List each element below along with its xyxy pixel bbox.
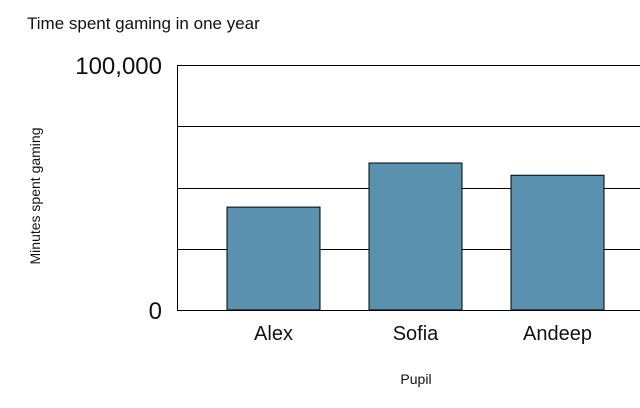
bars bbox=[226, 162, 605, 311]
axes bbox=[177, 65, 640, 311]
y-tick-label-0: 0 bbox=[149, 298, 162, 325]
x-axis-label: Pupil bbox=[400, 371, 432, 387]
x-tick-label-andeep: Andeep bbox=[523, 323, 592, 345]
bar-sofia bbox=[368, 162, 463, 311]
chart-title: Time spent gaming in one year bbox=[27, 14, 260, 33]
tick-labels: Alex Sofia Andeep 0 100,000 bbox=[75, 53, 592, 345]
y-tick-label-1: 100,000 bbox=[75, 53, 162, 80]
x-tick-label-alex: Alex bbox=[254, 323, 293, 345]
x-tick-label-sofia: Sofia bbox=[393, 323, 439, 345]
bar-alex bbox=[226, 206, 321, 311]
bar-andeep bbox=[510, 174, 605, 311]
